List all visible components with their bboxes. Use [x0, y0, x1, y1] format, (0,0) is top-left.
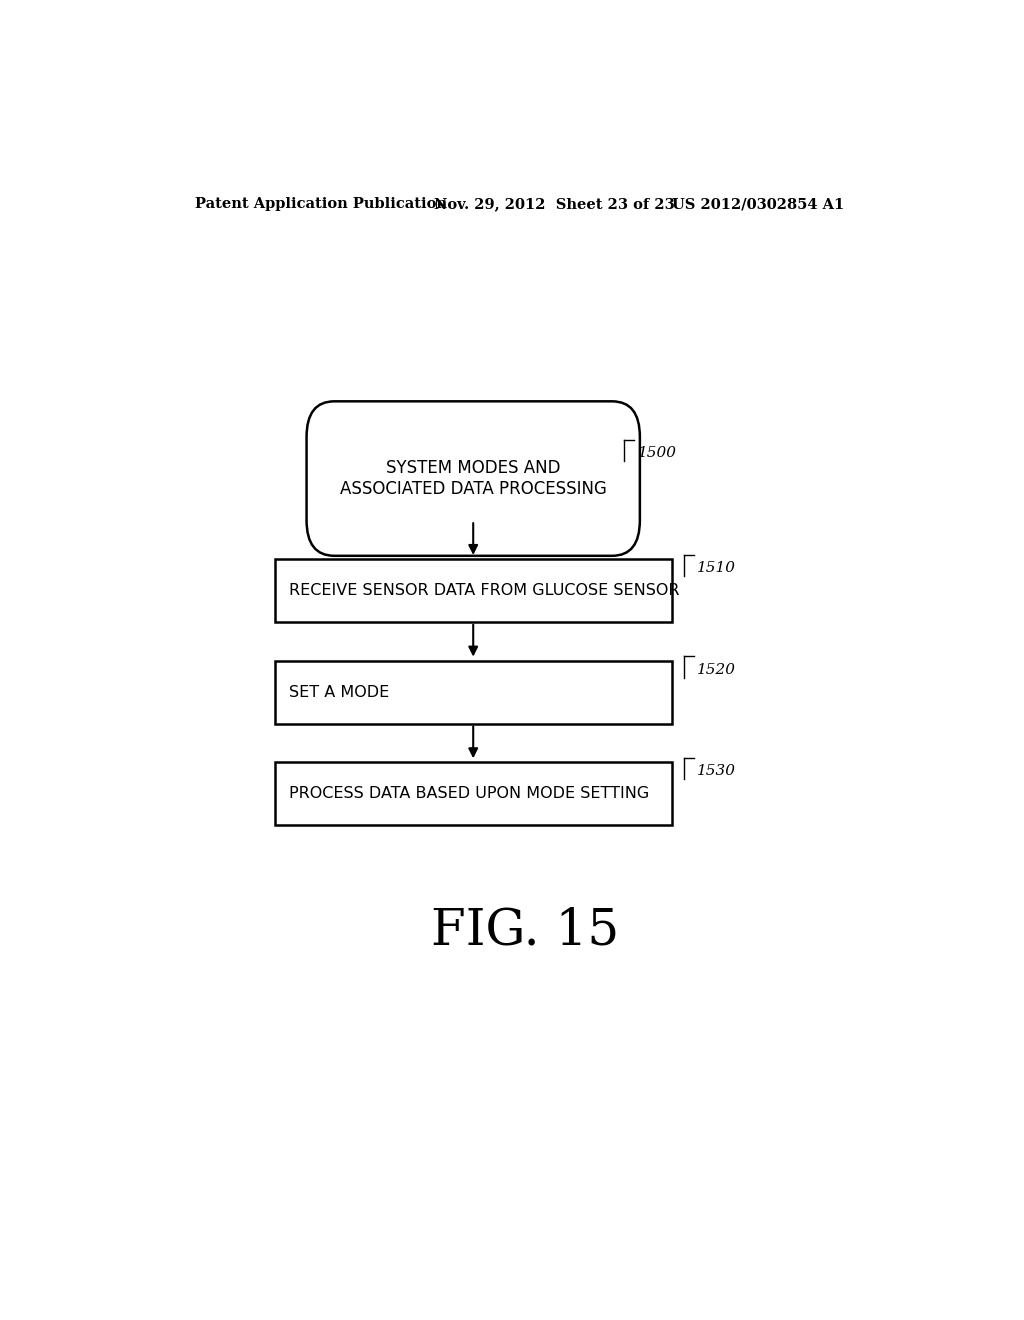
Text: Patent Application Publication: Patent Application Publication [196, 197, 447, 211]
FancyBboxPatch shape [274, 660, 672, 723]
Text: RECEIVE SENSOR DATA FROM GLUCOSE SENSOR: RECEIVE SENSOR DATA FROM GLUCOSE SENSOR [289, 583, 680, 598]
FancyBboxPatch shape [274, 558, 672, 622]
Text: 1530: 1530 [697, 764, 736, 779]
Text: SYSTEM MODES AND
ASSOCIATED DATA PROCESSING: SYSTEM MODES AND ASSOCIATED DATA PROCESS… [340, 459, 606, 498]
Text: SET A MODE: SET A MODE [289, 685, 389, 700]
Text: PROCESS DATA BASED UPON MODE SETTING: PROCESS DATA BASED UPON MODE SETTING [289, 787, 649, 801]
Text: 1520: 1520 [697, 663, 736, 677]
FancyBboxPatch shape [306, 401, 640, 556]
Text: 1510: 1510 [697, 561, 736, 576]
Text: FIG. 15: FIG. 15 [431, 906, 618, 956]
Text: Nov. 29, 2012  Sheet 23 of 23: Nov. 29, 2012 Sheet 23 of 23 [433, 197, 674, 211]
FancyBboxPatch shape [274, 762, 672, 825]
Text: US 2012/0302854 A1: US 2012/0302854 A1 [672, 197, 844, 211]
Text: 1500: 1500 [638, 446, 677, 461]
